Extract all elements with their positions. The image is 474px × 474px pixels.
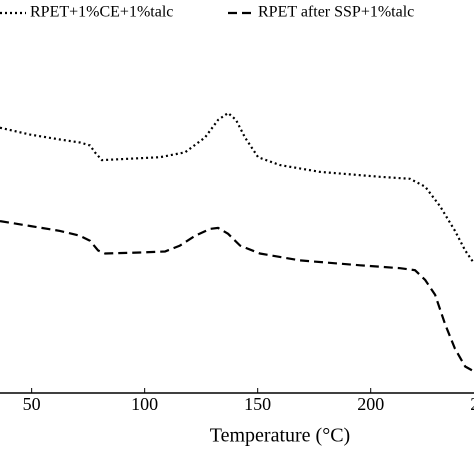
x-tick-label: 50 <box>23 394 41 414</box>
legend-label: RPET+1%CE+1%talc <box>30 4 173 21</box>
x-tick-label: 150 <box>244 394 271 414</box>
legend-label: RPET after SSP+1%talc <box>258 4 414 21</box>
x-tick-label: 250 <box>470 394 474 414</box>
series-line <box>0 111 474 264</box>
x-tick-label: 200 <box>357 394 384 414</box>
x-axis-title: Temperature (°C) <box>210 425 350 447</box>
series-line <box>0 220 474 373</box>
x-tick-label: 100 <box>131 394 158 414</box>
